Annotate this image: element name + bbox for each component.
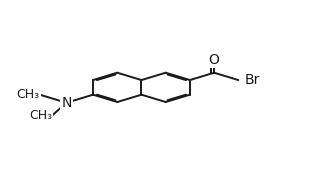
Text: CH₃: CH₃ <box>29 109 52 122</box>
Text: Br: Br <box>245 73 260 87</box>
Text: O: O <box>209 53 219 67</box>
Text: CH₃: CH₃ <box>17 88 40 101</box>
Text: N: N <box>61 96 72 110</box>
